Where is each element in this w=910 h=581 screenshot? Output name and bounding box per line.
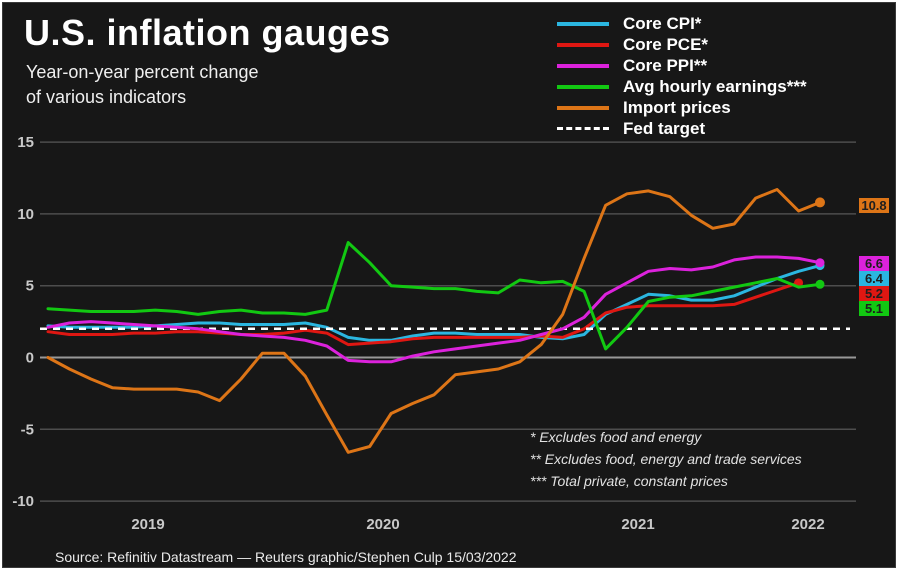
legend-row: Import prices xyxy=(557,97,807,118)
series-line xyxy=(46,264,822,342)
legend-row: Core PCE* xyxy=(557,34,807,55)
end-value-badge: 10.8 xyxy=(859,198,889,213)
legend-swatch-icon xyxy=(557,21,609,26)
x-axis-tick-label: 2022 xyxy=(791,516,824,533)
end-value-badge: 6.4 xyxy=(859,271,889,286)
source-credit: Source: Refinitiv Datastream — Reuters g… xyxy=(55,549,517,565)
series-line xyxy=(46,188,822,454)
end-value-badge: 6.6 xyxy=(859,256,889,271)
legend-label: Import prices xyxy=(623,97,731,117)
y-axis-tick-label: 15 xyxy=(17,134,34,151)
series-end-dot xyxy=(815,258,825,268)
legend-row: Core PPI** xyxy=(557,55,807,76)
legend-label: Avg hourly earnings*** xyxy=(623,76,807,96)
footnote-3: *** Total private, constant prices xyxy=(530,473,728,489)
y-axis-tick-label: 5 xyxy=(26,278,34,295)
end-value-badge: 5.1 xyxy=(859,301,889,316)
chart-subtitle: Year-on-year percent change of various i… xyxy=(26,60,259,110)
footnote-1: * Excludes food and energy xyxy=(530,429,702,445)
chart-footnotes: * Excludes food and energy ** Excludes f… xyxy=(530,426,802,492)
series-line xyxy=(46,281,801,347)
chart-legend: Core CPI* Core PCE* Core PPI** Avg hourly e… xyxy=(557,13,807,139)
legend-label: Core PPI** xyxy=(623,55,708,75)
series-line xyxy=(46,255,822,364)
series-end-dot xyxy=(815,279,825,289)
x-axis-tick-label: 2020 xyxy=(366,516,399,533)
series-line xyxy=(46,241,822,351)
y-axis-tick-label: -5 xyxy=(21,421,34,438)
legend-swatch-icon xyxy=(557,84,609,89)
subtitle-line-2: of various indicators xyxy=(26,87,187,107)
legend-swatch-icon xyxy=(557,63,609,68)
x-axis-tick-label: 2021 xyxy=(621,516,654,533)
end-value-badge: 5.2 xyxy=(859,286,889,301)
subtitle-line-1: Year-on-year percent change xyxy=(26,62,259,82)
legend-row: Avg hourly earnings*** xyxy=(557,76,807,97)
legend-row: Core CPI* xyxy=(557,13,807,34)
legend-row: Fed target xyxy=(557,118,807,139)
y-axis-tick-label: 10 xyxy=(17,206,34,223)
legend-swatch-icon xyxy=(557,42,609,47)
legend-label: Core PCE* xyxy=(623,34,709,54)
y-axis-tick-label: 0 xyxy=(26,350,34,367)
legend-label: Core CPI* xyxy=(623,13,702,33)
legend-swatch-icon xyxy=(557,105,609,110)
legend-swatch-icon xyxy=(557,127,609,130)
y-axis-tick-label: -10 xyxy=(12,493,34,510)
x-axis-tick-label: 2019 xyxy=(131,516,164,533)
footnote-2: ** Excludes food, energy and trade servi… xyxy=(530,451,802,467)
chart-title: U.S. inflation gauges xyxy=(24,12,391,53)
legend-label: Fed target xyxy=(623,118,706,138)
series-end-dot xyxy=(815,197,825,208)
